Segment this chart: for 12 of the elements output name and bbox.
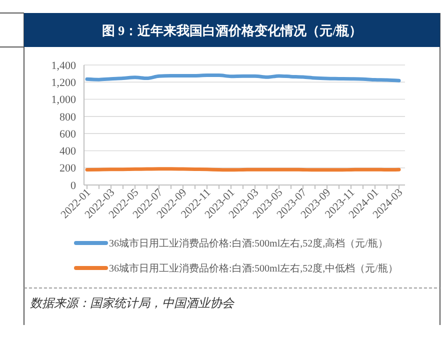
chart-title: 图 9：近年来我国白酒价格变化情况（元/瓶）: [102, 23, 362, 38]
y-tick-label: 400: [60, 146, 76, 158]
y-tick-label: 1,400: [51, 60, 76, 72]
legend-label: 36城市日用工业消费品价格:白酒:500ml左右,52度,中低档（元/瓶）: [109, 262, 398, 274]
legend-label: 36城市日用工业消费品价格:白酒:500ml左右,52度,高档（元/瓶）: [109, 238, 388, 250]
y-tick-label: 1,200: [51, 76, 76, 89]
y-tick-label: 200: [60, 162, 76, 175]
y-tick-label: 600: [60, 128, 76, 140]
y-tick-label: 0: [70, 180, 76, 192]
source-note: 数据来源：国家统计局，中国酒业协会: [30, 296, 235, 310]
y-tick-label: 1,000: [51, 94, 76, 106]
y-tick-label: 800: [60, 111, 76, 124]
